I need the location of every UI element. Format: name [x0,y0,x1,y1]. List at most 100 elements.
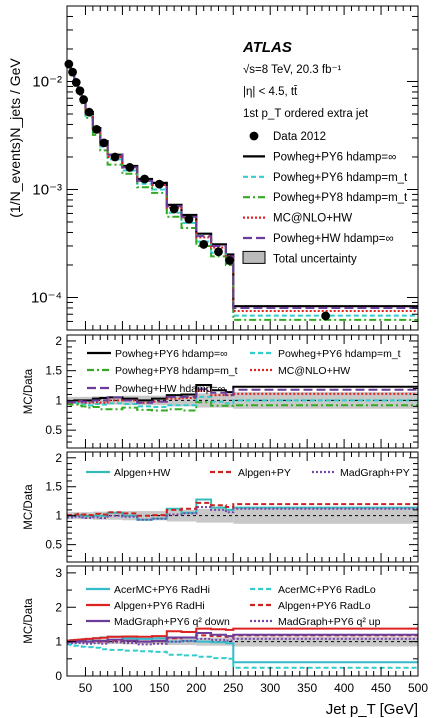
series-line [67,627,418,642]
series-line [67,401,418,412]
data-point [125,163,135,172]
y-axis-label: (1/N_events)N_jets / GeV [7,58,23,218]
annotation-jet-selection: 1st p_T ordered extra jet [243,108,369,120]
series-line [67,63,418,308]
y-tick-label: 1 [55,509,62,523]
main-distribution-panel: 10⁻⁴ 10⁻³ 10⁻² (1/N_events)N_jets / GeV ATLA… [7,5,419,331]
y-axis-label: MC/Data [23,484,35,530]
legend-label: Alpgen+PY6 RadHi [114,600,205,612]
data-point [75,86,85,96]
x-tick-label: 250 [223,681,243,695]
legend-label: AcerMC+PY6 RadHi [114,584,210,596]
plot-frame [66,565,419,677]
series-line [67,506,418,521]
y-tick-label: 1 [55,393,62,407]
data-point [79,95,89,104]
legend-label: Powheg+PY8 hdamp=m_t [273,192,408,204]
legend-label: Data 2012 [273,131,326,143]
y-axis-label: MC/Data [23,598,35,644]
uncertainty-band [137,511,152,521]
data-point [84,107,94,117]
data-point [92,125,101,134]
x-tick-label: 50 [79,681,93,695]
data-point [140,174,149,184]
ratio-panel-powheg: 0.5 1 1.5 2 MC/Data Powheg+PY6 hdamp=∞ Powheg+… [23,334,419,449]
data-point [321,311,331,321]
data-point [169,204,179,214]
x-tick-label: 300 [260,681,280,695]
x-tick-label: 100 [112,681,132,695]
series-line [67,388,418,404]
x-tick-label: 500 [408,681,428,695]
legend-label: Alpgen+PY6 RadLo [278,600,371,612]
x-tick-label: 350 [297,681,317,695]
legend-marker-data [249,131,259,141]
y-axis-label: MC/Data [23,368,35,414]
legend-label: MadGraph+PY6 q² down [114,616,230,628]
x-axis-label: Jet p_T [GeV] [326,701,418,718]
x-tick-label: 450 [371,681,391,695]
y-tick-label: 3 [55,566,62,580]
legend-label: MadGraph+PY6 q² up [278,616,381,628]
ratio-panel-radiation: 0 1 2 3 MC/Data AcerMC+PY6 RadHi AcerMC+PY6 Ra… [23,565,419,683]
legend-label: MC@NLO+HW [273,213,352,225]
legend-label: Total uncertainty [273,253,357,265]
y-tick-label: 1.5 [45,480,62,494]
uncertainty-band [166,509,182,522]
legend-label: AcerMC+PY6 RadLo [278,584,376,596]
y-tick-label: 1 [55,635,62,649]
x-tick-label: 200 [186,681,206,695]
data-point [225,256,234,265]
series-line [67,632,418,643]
data-point [214,247,223,257]
series-line [67,64,418,312]
legend-label: Powheg+HW hdamp=∞ [115,383,225,395]
annotation-energy-lumi: √s=8 TeV, 20.3 fb⁻¹ [243,63,342,76]
y-tick-label: 1.5 [45,364,62,378]
data-point [199,240,209,249]
data-point [154,179,164,189]
uncertainty-band [196,393,212,408]
y-tick-label: 2 [55,334,62,348]
x-tick-label: 150 [149,681,169,695]
series-line [67,64,418,309]
legend-label: Powheg+PY6 hdamp=m_t [278,348,401,360]
y-tick-label: 2 [55,451,62,465]
legend-label: MadGraph+PY [340,467,410,479]
y-tick-label: 10⁻³ [32,181,62,198]
legend-label: Powheg+PY6 hdamp=m_t [273,172,408,184]
y-tick-label: 2 [55,600,62,614]
uncertainty-band [166,394,182,407]
legend-label: Alpgen+HW [114,467,170,479]
data-point [68,67,77,77]
y-tick-label: 0 [55,669,62,683]
y-tick-label: 0.5 [45,423,62,437]
plot-frame [66,334,419,449]
legend-band-sample [242,250,266,264]
data-point [99,138,109,148]
x-axis: 50 100 150 200 250 300 350 400 450 500 Jet p_T [Ge… [79,681,429,718]
annotation-eta-selection: |η| < 4.5, tt̄ [243,86,298,98]
uncertainty-band [196,508,212,523]
data-point [110,152,120,162]
experiment-label: ATLAS [242,39,292,56]
data-point [64,59,74,69]
y-tick-label: 10⁻⁴ [31,289,62,306]
series-line [67,65,418,317]
legend-label: Powheg+PY6 hdamp=∞ [273,151,396,163]
y-tick-label: 0.5 [45,538,62,552]
y-tick-label: 10⁻² [32,73,62,90]
legend-label: MC@NLO+HW [278,365,350,377]
series-line [67,643,418,669]
plot-frame [66,5,419,331]
ratio-panel-alpgen: 0.5 1 1.5 2 MC/Data Alpgen+HW Alpgen+PY MadGrap… [23,451,419,563]
legend-label: Powheg+HW hdamp=∞ [273,233,394,245]
data-point [71,78,81,87]
legend-label: Alpgen+PY [238,467,291,479]
plot-frame [66,451,419,563]
data-point [184,214,194,224]
legend-label: Powheg+PY8 hdamp=m_t [115,365,238,377]
legend-label: Powheg+PY6 hdamp=∞ [115,348,228,360]
x-tick-label: 400 [334,681,354,695]
